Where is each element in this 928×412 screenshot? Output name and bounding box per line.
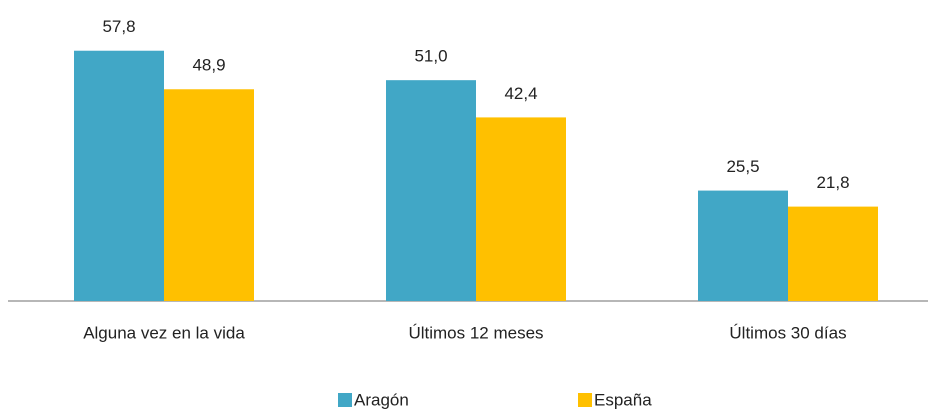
bar xyxy=(386,80,476,301)
x-tick-label: Últimos 12 meses xyxy=(408,323,543,342)
legend-swatch xyxy=(578,393,592,407)
x-tick-label: Alguna vez en la vida xyxy=(83,323,245,342)
legend-label: Aragón xyxy=(354,390,409,409)
bar xyxy=(164,89,254,301)
bar xyxy=(476,117,566,302)
legend-swatch xyxy=(338,393,352,407)
data-label: 25,5 xyxy=(726,157,759,176)
data-label: 42,4 xyxy=(504,84,537,103)
data-label: 21,8 xyxy=(816,173,849,192)
legend-label: España xyxy=(594,390,652,409)
data-label: 51,0 xyxy=(414,47,447,66)
bar xyxy=(788,206,878,301)
x-tick-label: Últimos 30 días xyxy=(729,323,846,342)
bar xyxy=(698,190,788,301)
data-label: 48,9 xyxy=(192,56,225,75)
bar xyxy=(74,50,164,302)
data-label: 57,8 xyxy=(102,17,135,36)
